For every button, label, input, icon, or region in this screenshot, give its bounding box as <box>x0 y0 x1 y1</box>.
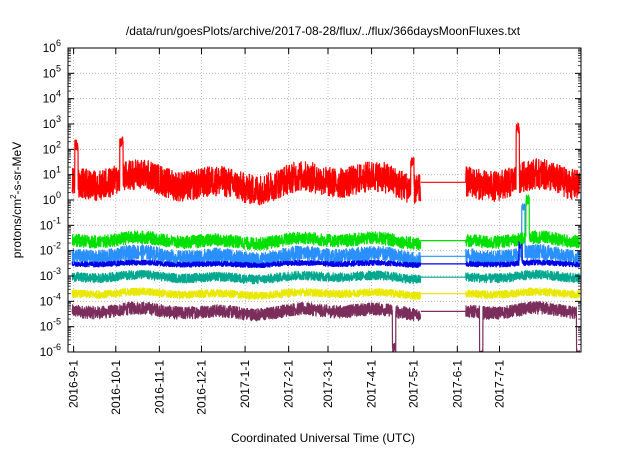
y-tick-label: 102 <box>43 139 61 156</box>
y-tick-label: 10-5 <box>40 317 61 334</box>
x-tick-label: 2016-12-1 <box>195 360 209 415</box>
x-axis: 2016-9-1 2016-10-1 2016-11-1 2016-12-1 2017-… <box>67 48 506 415</box>
x-tick-label: 2017-4-1 <box>365 360 379 408</box>
y-axis-label: protons/cm2-s-sr-MeV <box>9 142 24 258</box>
y-tick-label: 10-1 <box>40 215 61 232</box>
x-tick-label: 2017-7-1 <box>492 360 506 408</box>
chart-title: /data/run/goesPlots/archive/2017-08-28/f… <box>126 24 521 38</box>
y-tick-label: 105 <box>43 63 61 80</box>
y-axis: 10-6 10-5 10-4 10-3 10-2 10-1 100 101 102 103 104 1… <box>40 38 581 359</box>
x-axis-label: Coordinated Universal Time (UTC) <box>231 431 415 445</box>
series-line <box>71 269 581 285</box>
series-line <box>71 203 581 268</box>
series-line <box>71 194 580 251</box>
x-tick-label: 2016-9-1 <box>67 360 81 408</box>
y-tick-label: 101 <box>43 165 61 182</box>
y-tick-label: 10-2 <box>40 241 61 258</box>
y-tick-label: 103 <box>43 114 61 131</box>
y-tick-label: 100 <box>43 190 61 207</box>
y-tick-label: 10-3 <box>40 266 61 283</box>
series-layer <box>71 122 581 353</box>
series-line <box>71 301 580 353</box>
x-tick-label: 2017-6-1 <box>450 360 464 408</box>
x-tick-label: 2016-10-1 <box>109 360 123 415</box>
y-tick-label: 104 <box>43 89 61 106</box>
x-tick-label: 2017-1-1 <box>238 360 252 408</box>
y-tick-label: 106 <box>43 38 61 55</box>
series-line <box>71 237 581 269</box>
x-tick-label: 2017-2-1 <box>282 360 296 408</box>
series-line <box>71 122 581 206</box>
series-line <box>71 287 581 300</box>
y-tick-label: 10-4 <box>40 291 61 308</box>
x-tick-label: 2017-5-1 <box>407 360 421 408</box>
y-axis-label-sup: 2 <box>9 194 18 199</box>
x-tick-label: 2016-11-1 <box>152 360 166 414</box>
y-axis-label-base: protons/cm <box>10 199 24 258</box>
y-axis-label-rest: -s-sr-MeV <box>10 142 24 195</box>
y-tick-label: 10-6 <box>40 342 61 359</box>
x-tick-label: 2017-3-1 <box>321 360 335 408</box>
